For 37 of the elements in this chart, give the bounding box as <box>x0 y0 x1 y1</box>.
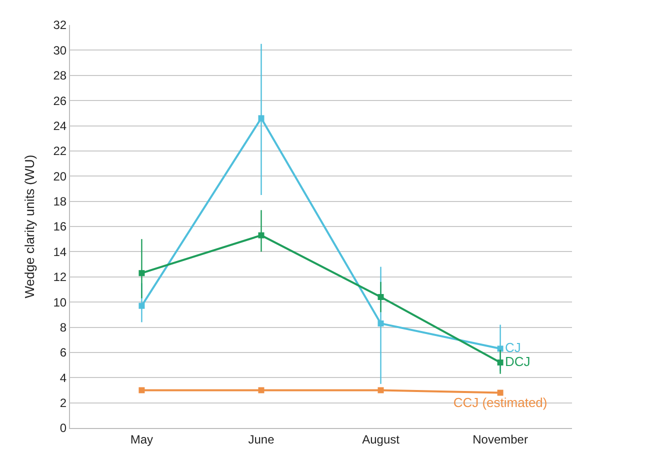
point <box>258 115 264 122</box>
y-tick-label: 26 <box>53 94 67 108</box>
y-tick-label: 10 <box>53 295 67 310</box>
y-tick-label: 12 <box>53 270 67 284</box>
point <box>497 346 504 352</box>
legend-label: CJ <box>505 340 521 355</box>
y-tick-label: 6 <box>60 346 67 360</box>
x-tick-label: August <box>362 432 400 446</box>
x-tick-label: June <box>248 432 275 446</box>
y-tick-label: 30 <box>53 43 67 58</box>
y-tick-label: 22 <box>53 144 67 158</box>
y-tick-label: 28 <box>53 68 67 83</box>
point <box>258 387 264 394</box>
point <box>258 232 264 238</box>
x-tick-label: November <box>472 432 528 446</box>
y-axis-title: Wedge clarity units (WU) <box>22 154 38 298</box>
y-tick-label: 8 <box>60 320 67 334</box>
y-tick-label: 16 <box>53 220 67 234</box>
point <box>378 320 384 326</box>
y-tick-label: 4 <box>60 370 67 385</box>
legend-label: DCJ <box>505 354 530 369</box>
point <box>497 390 504 396</box>
y-tick-label: 18 <box>53 194 67 209</box>
y-tick-label: 14 <box>53 244 67 259</box>
point <box>378 387 384 394</box>
point <box>497 360 504 366</box>
point <box>138 270 145 276</box>
y-tick-label: 20 <box>53 169 67 184</box>
y-tick-label: 24 <box>53 118 67 133</box>
x-tick-label: May <box>130 432 154 446</box>
y-tick-label: 0 <box>60 421 67 436</box>
y-tick-label: 2 <box>60 396 67 410</box>
point <box>138 387 145 394</box>
series-label: CCJ (estimated) <box>453 395 548 410</box>
point <box>138 302 145 309</box>
y-tick-label: 32 <box>53 18 67 32</box>
point <box>378 294 384 300</box>
